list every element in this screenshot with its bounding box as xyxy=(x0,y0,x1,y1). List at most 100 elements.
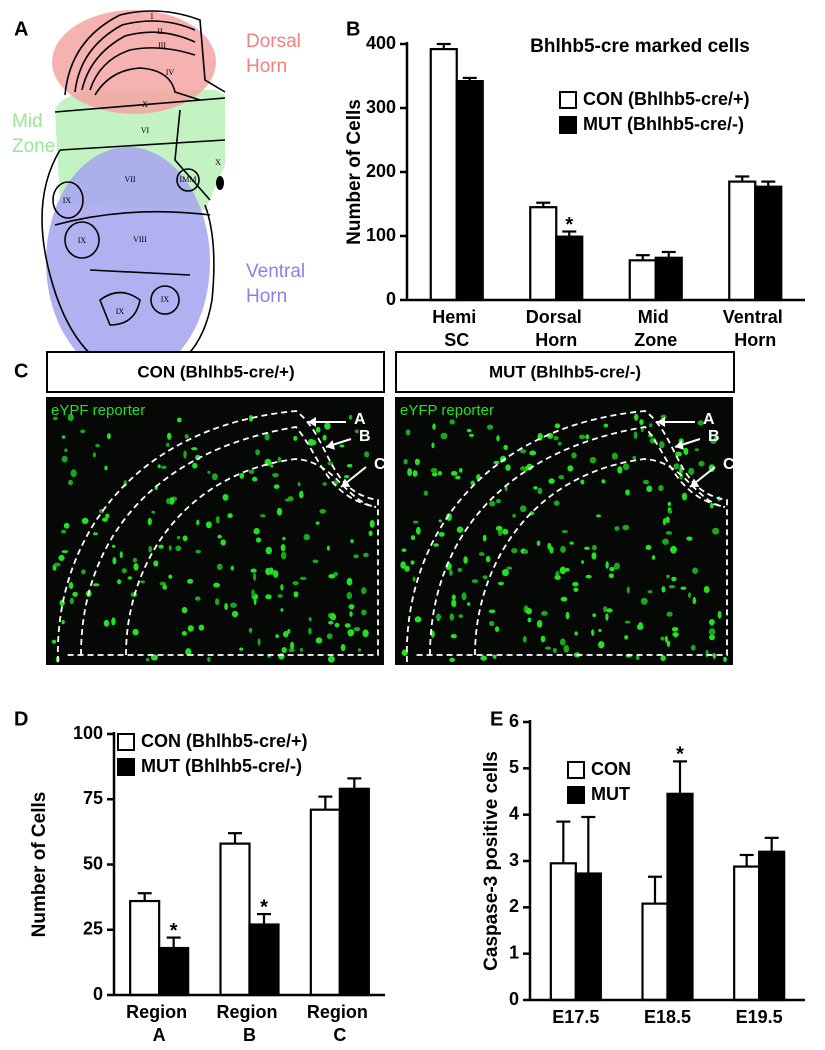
cell-dot xyxy=(686,536,693,541)
cell-dot xyxy=(276,507,283,516)
cell-dot xyxy=(401,548,407,552)
x-tick-label: Hemi SC xyxy=(432,307,481,350)
cell-dot xyxy=(315,426,321,433)
x-tick-label: Region C xyxy=(307,1002,373,1045)
cell-dot xyxy=(283,630,289,638)
y-tick-label: 0 xyxy=(386,289,396,309)
cell-dot xyxy=(215,516,220,524)
cell-dot xyxy=(353,554,359,559)
chart-title: Bhlhb5-cre marked cells xyxy=(530,36,750,57)
cell-dot xyxy=(438,519,442,523)
cell-dot xyxy=(326,545,330,551)
cell-dot xyxy=(348,414,353,420)
cell-dot xyxy=(414,616,422,623)
cell-dot xyxy=(216,563,223,570)
bar xyxy=(758,850,786,1002)
cell-dot xyxy=(651,555,656,560)
cell-dot xyxy=(58,554,65,561)
cell-dot xyxy=(319,508,327,514)
cell-dot xyxy=(661,586,666,593)
cell-dot xyxy=(662,538,669,545)
cell-dot xyxy=(290,641,295,650)
legend-label: MUT xyxy=(591,784,630,804)
cell-dot xyxy=(324,422,331,430)
cell-dot xyxy=(412,576,416,582)
cell-dot xyxy=(220,539,226,546)
lamina-outlines xyxy=(41,10,226,379)
cell-dot xyxy=(354,429,359,434)
cell-dot xyxy=(112,544,116,548)
cell-dot xyxy=(608,573,614,579)
cell-dot xyxy=(645,544,652,550)
label-line: Dorsal xyxy=(526,307,587,327)
cell-dot xyxy=(520,466,526,471)
cell-dot xyxy=(326,633,333,640)
arrow-head xyxy=(341,478,351,487)
cell-dot xyxy=(347,629,355,637)
cell-dot xyxy=(560,545,566,553)
cell-dot xyxy=(520,449,527,454)
label-line: Mid xyxy=(638,307,674,327)
cell-dot xyxy=(281,647,287,653)
y-axis-label: Caspase-3 positive cells xyxy=(481,751,502,971)
cell-dot xyxy=(357,648,362,652)
cell-dot xyxy=(308,617,312,622)
arrow-head xyxy=(326,440,336,450)
cell-dot xyxy=(622,463,630,471)
cell-dot xyxy=(239,472,245,479)
cell-dot xyxy=(505,464,511,471)
cell-dot xyxy=(350,539,354,544)
cell-dot xyxy=(560,596,568,602)
cell-dot xyxy=(217,534,222,539)
cell-dot xyxy=(540,635,546,643)
cell-dot xyxy=(185,648,192,656)
region-label: Zone xyxy=(12,136,55,157)
cell-dot xyxy=(292,581,299,586)
cell-dot xyxy=(680,586,687,590)
central-canal xyxy=(216,176,224,190)
cell-dot xyxy=(364,451,370,458)
cell-dot xyxy=(299,647,303,652)
cell-dot xyxy=(265,594,272,600)
cell-dot xyxy=(536,540,541,546)
significance-mark: * xyxy=(565,214,573,236)
cell-dot xyxy=(665,531,673,535)
arrow-head xyxy=(690,478,700,487)
cell-dot xyxy=(635,654,640,661)
cell-dot xyxy=(70,469,77,478)
cell-dot xyxy=(327,461,334,466)
cell-dot xyxy=(496,435,500,442)
cell-dot xyxy=(92,532,98,536)
cell-dot xyxy=(598,641,605,649)
cell-dot xyxy=(403,458,408,465)
cell-dot xyxy=(68,582,74,589)
cell-dot xyxy=(640,597,648,605)
cell-dot xyxy=(585,434,590,440)
cell-dot xyxy=(361,609,367,616)
cell-dot xyxy=(270,464,274,468)
cell-dot xyxy=(410,535,416,541)
cell-dot xyxy=(330,612,335,619)
cell-dot xyxy=(288,648,295,653)
lamina-label: X xyxy=(142,100,148,109)
cell-dot xyxy=(591,629,595,636)
cell-dot xyxy=(175,545,182,552)
y-tick-label: 50 xyxy=(83,853,103,873)
cell-dot xyxy=(553,500,560,506)
cell-dot xyxy=(553,436,559,441)
cell-dot xyxy=(166,442,170,447)
cell-dot xyxy=(709,502,714,509)
cell-dot xyxy=(449,613,455,621)
y-tick-label: 300 xyxy=(366,97,396,117)
y-tick-label: 5 xyxy=(509,757,519,777)
cell-dot xyxy=(574,631,578,636)
region-boundary xyxy=(80,426,377,656)
cell-dot xyxy=(541,610,548,616)
cell-dot xyxy=(449,657,456,662)
cell-dot xyxy=(369,520,375,528)
x-tick-label: Mid Zone xyxy=(634,307,677,350)
cell-dot xyxy=(252,476,258,482)
arrow-label: C xyxy=(374,456,386,473)
cell-dot xyxy=(673,463,680,470)
